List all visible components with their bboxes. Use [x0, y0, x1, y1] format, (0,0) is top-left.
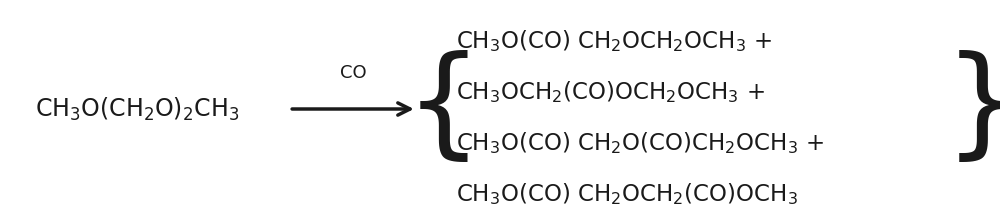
- Text: $\left. \right\}$: $\left. \right\}$: [943, 51, 1000, 167]
- Text: CH$_3$OCH$_2$(CO)OCH$_2$OCH$_3$ +: CH$_3$OCH$_2$(CO)OCH$_2$OCH$_3$ +: [456, 79, 765, 105]
- Text: CH$_3$O(CO) CH$_2$OCH$_2$OCH$_3$ +: CH$_3$O(CO) CH$_2$OCH$_2$OCH$_3$ +: [456, 28, 772, 54]
- Text: CH$_3$O(CH$_2$O)$_2$CH$_3$: CH$_3$O(CH$_2$O)$_2$CH$_3$: [35, 95, 239, 123]
- Text: $\left\{ \right.$: $\left\{ \right.$: [404, 51, 469, 167]
- Text: CH$_3$O(CO) CH$_2$O(CO)CH$_2$OCH$_3$ +: CH$_3$O(CO) CH$_2$O(CO)CH$_2$OCH$_3$ +: [456, 130, 824, 156]
- Text: CO: CO: [340, 64, 366, 82]
- Text: CH$_3$O(CO) CH$_2$OCH$_2$(CO)OCH$_3$: CH$_3$O(CO) CH$_2$OCH$_2$(CO)OCH$_3$: [456, 182, 798, 207]
